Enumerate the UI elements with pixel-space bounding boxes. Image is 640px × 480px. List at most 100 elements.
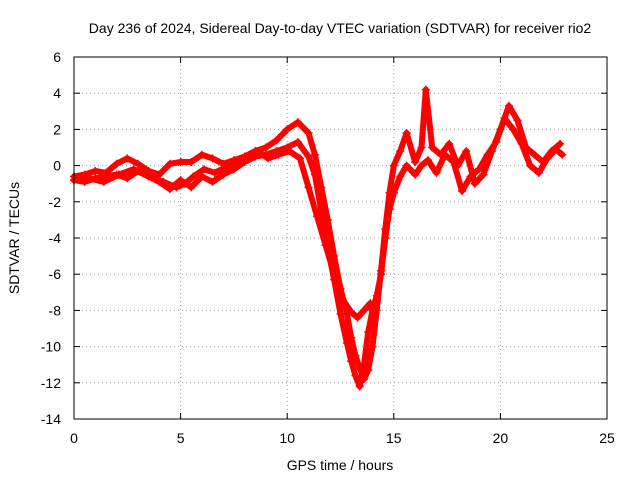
data-point	[313, 212, 322, 221]
data-point	[556, 139, 565, 148]
data-point	[381, 234, 390, 242]
data-point	[180, 179, 189, 188]
data-point	[504, 101, 513, 110]
data-point	[253, 147, 262, 156]
data-point	[462, 147, 471, 156]
data-point	[440, 150, 449, 159]
y-tick-label: -2	[49, 194, 62, 210]
data-point	[123, 174, 132, 183]
data-point	[99, 177, 108, 186]
chart-title: Day 236 of 2024, Sidereal Day-to-day VTE…	[89, 20, 592, 36]
data-point	[187, 183, 196, 192]
data-point	[330, 270, 339, 279]
data-point	[479, 170, 488, 179]
y-tick-labels: -14 -12 -10 -8 -6 -4 -2 0 2 4 6	[41, 49, 61, 427]
x-tick-labels: 0 5 10 15 20 25	[70, 430, 615, 446]
data-point	[321, 241, 330, 250]
x-tick-label: 15	[386, 430, 402, 446]
data-point	[364, 328, 373, 337]
data-point	[285, 147, 294, 156]
data-point	[219, 170, 228, 179]
y-tick-label: -4	[49, 230, 62, 246]
data-point	[428, 143, 437, 152]
data-point	[530, 150, 539, 159]
data-point	[187, 157, 196, 166]
data-point	[368, 342, 377, 351]
data-point	[411, 170, 420, 179]
y-tick-label: 4	[53, 85, 61, 101]
data-point	[293, 138, 302, 147]
plot-frame	[73, 56, 608, 420]
data-point	[396, 172, 405, 181]
data-point	[402, 161, 411, 170]
data-point	[208, 177, 217, 186]
data-point	[165, 159, 174, 168]
data-point	[475, 165, 484, 174]
data-point	[232, 157, 241, 166]
y-axis-label: SDTVAR / TECUs	[6, 182, 22, 294]
y-tick-label: -6	[49, 266, 62, 282]
data-point	[159, 177, 168, 186]
data-point	[372, 291, 381, 300]
data-point	[274, 150, 283, 159]
data-point	[370, 317, 379, 326]
data-point	[112, 159, 121, 168]
data-point	[526, 161, 535, 170]
data-point	[534, 168, 543, 177]
y-tick-label: -10	[41, 339, 61, 355]
data-point	[342, 338, 351, 347]
data-point	[449, 157, 458, 166]
data-point	[385, 205, 394, 214]
axis-ticks	[73, 56, 608, 420]
data-point	[423, 156, 432, 165]
data-point	[144, 172, 153, 181]
data-point	[458, 186, 467, 195]
data-point	[304, 129, 313, 138]
data-point	[500, 114, 509, 123]
data-point	[411, 157, 420, 166]
data-point	[114, 170, 123, 179]
data-point	[483, 150, 492, 159]
data-point	[264, 154, 273, 163]
data-point	[84, 174, 93, 183]
data-point	[353, 313, 362, 322]
data-point	[91, 167, 100, 176]
data-point	[221, 163, 230, 172]
data-point	[310, 150, 319, 159]
data-point	[304, 183, 313, 192]
x-tick-label: 20	[493, 430, 509, 446]
data-point	[210, 168, 219, 177]
data-point	[347, 357, 356, 366]
y-tick-label: -8	[49, 302, 62, 318]
x-tick-label: 25	[599, 430, 615, 446]
data-point	[347, 308, 356, 317]
series-line	[71, 148, 378, 325]
data-point	[558, 150, 567, 159]
grid-lines	[74, 57, 607, 419]
data-point	[492, 138, 501, 147]
data-point	[417, 143, 426, 152]
y-tick-label: 2	[53, 121, 61, 137]
data-point	[543, 154, 552, 163]
x-axis-label: GPS time / hours	[287, 457, 394, 473]
series-track-c	[70, 147, 379, 326]
series-track-a	[70, 85, 565, 384]
data-point	[172, 183, 181, 192]
y-tick-label: 6	[53, 49, 61, 65]
data-point	[509, 125, 518, 134]
data-point	[283, 125, 292, 134]
data-point	[445, 139, 454, 148]
data-point	[200, 165, 209, 174]
data-point	[129, 165, 138, 174]
x-tick-label: 10	[279, 430, 295, 446]
data-point	[176, 157, 185, 166]
data-point	[197, 150, 206, 159]
data-point	[338, 295, 347, 304]
data-point	[355, 382, 364, 391]
series-line	[71, 86, 564, 383]
data-point	[336, 310, 345, 319]
data-point	[432, 168, 441, 177]
x-tick-label: 0	[70, 430, 78, 446]
data-point	[133, 159, 142, 168]
